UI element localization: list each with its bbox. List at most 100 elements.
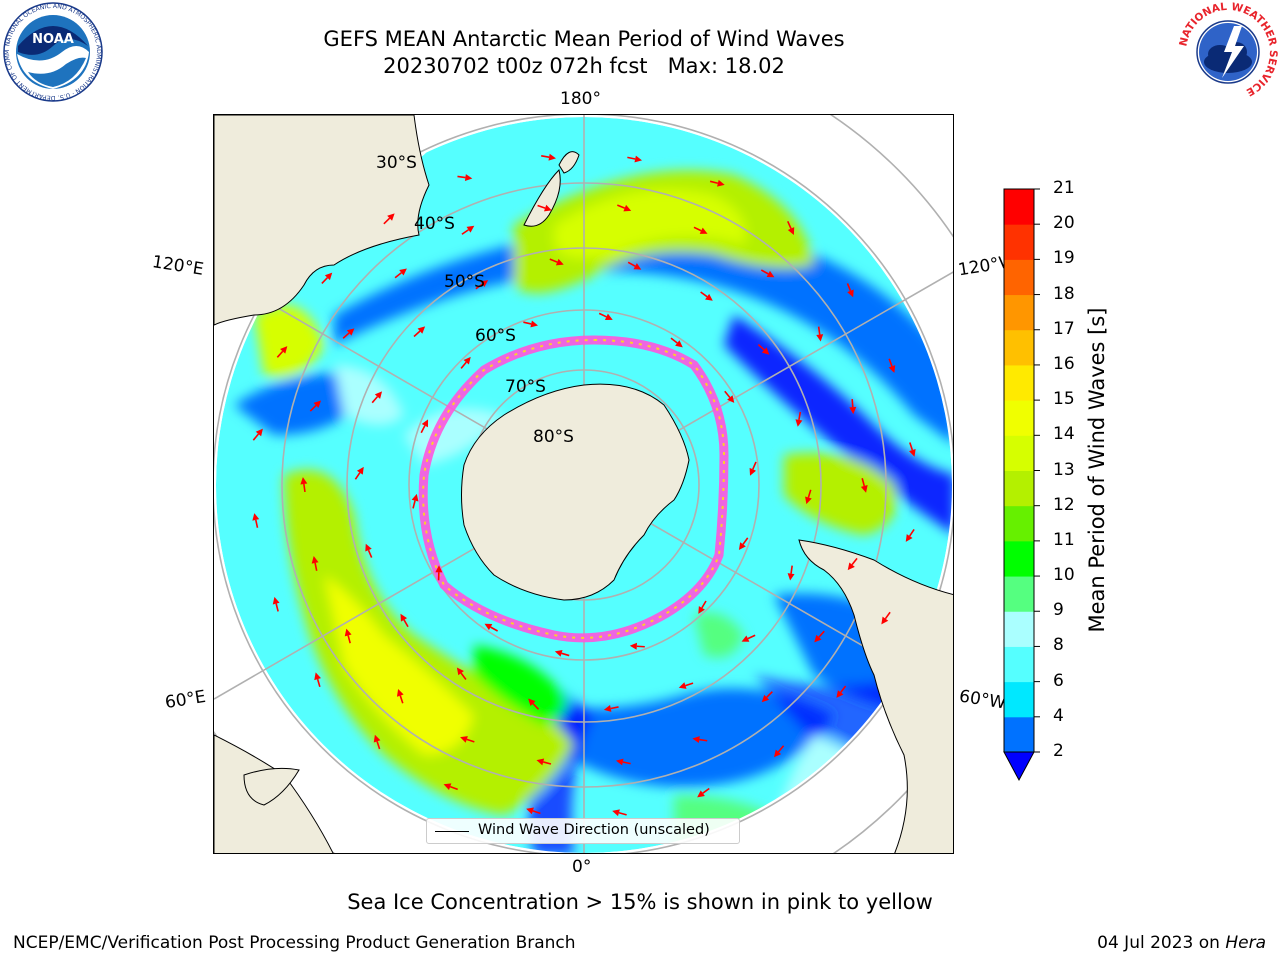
colorbar-tick-label: 11	[1053, 529, 1075, 550]
wave-arrow	[814, 630, 825, 643]
colorbar-segment	[1004, 329, 1034, 366]
wave-arrow	[365, 543, 373, 558]
noaa-logo-text: NOAA	[32, 32, 74, 47]
colorbar-segment	[1004, 470, 1034, 507]
wave-arrow	[627, 261, 642, 270]
colorbar-segments	[1003, 188, 1035, 782]
colorbar-segment	[1004, 646, 1034, 683]
colorbar-tick-label: 14	[1053, 424, 1075, 445]
colorbar-segment	[1004, 189, 1034, 225]
colorbar-tick-label: 21	[1053, 178, 1075, 198]
colorbar-tick-label: 16	[1053, 353, 1075, 374]
colorbar-ticks	[1034, 188, 1040, 753]
colorbar-segment	[1004, 611, 1034, 647]
wave-arrow	[523, 320, 539, 328]
wave-arrow	[757, 343, 770, 355]
lat-label-60s: 60°S	[475, 326, 516, 346]
sea-ice-note: Sea Ice Concentration > 15% is shown in …	[347, 890, 933, 914]
nws-logo: NATIONAL WEATHER SERVICE	[1178, 2, 1278, 100]
wave-arrow	[617, 204, 632, 212]
wave-arrow	[697, 787, 710, 798]
lat-label-40s: 40°S	[414, 214, 455, 234]
wave-arrow	[627, 155, 643, 163]
wave-arrow	[276, 346, 288, 358]
land	[214, 115, 953, 853]
wave-arrow	[411, 493, 419, 509]
noaa-logo: NATIONAL OCEANIC AND ATMOSPHERIC ADMINIS…	[2, 2, 103, 102]
wave-arrow	[612, 809, 627, 817]
wave-arrow	[420, 419, 429, 434]
wave-arrow	[847, 557, 858, 571]
colorbar-tick-label: 17	[1053, 318, 1075, 339]
wave-arrow	[670, 337, 683, 348]
wave-arrow	[252, 428, 263, 441]
wave-arrow	[908, 442, 916, 457]
wave-arrow	[598, 312, 613, 320]
wave-arrow	[541, 153, 556, 161]
wave-arrow	[849, 399, 857, 415]
map-legend: Wind Wave Direction (unscaled)	[426, 818, 740, 844]
colorbar-tick-label: 19	[1053, 248, 1075, 269]
wave-arrow	[383, 213, 395, 225]
wave-arrow	[272, 596, 280, 612]
wave-arrow	[400, 613, 409, 628]
sea-ice-edge	[418, 335, 729, 643]
colorbar	[1003, 188, 1040, 782]
lon-label-60e: 60°E	[163, 686, 208, 714]
wave-arrow	[693, 226, 708, 234]
lon-label-120e: 120°E	[150, 252, 205, 280]
wave-arrow	[761, 691, 773, 703]
lon-label-180: 180°	[560, 89, 601, 109]
wave-arrow	[354, 466, 364, 480]
wave-arrow	[692, 736, 708, 744]
wave-arrow	[724, 390, 735, 403]
footer-date-text: 04 Jul 2023 on	[1097, 933, 1226, 953]
wave-arrow	[252, 513, 260, 528]
wave-arrow	[475, 280, 489, 290]
colorbar-extend-min	[1003, 751, 1035, 782]
wave-arrow	[846, 283, 854, 298]
wave-arrow	[760, 269, 775, 278]
colorbar-segment	[1004, 364, 1034, 401]
colorbar-tick-label: 18	[1053, 283, 1075, 304]
wave-arrow	[741, 634, 756, 642]
wave-arrow	[816, 326, 824, 342]
wave-arrow	[528, 698, 540, 710]
title-line-2: 20230702 t00z 072h fcst Max: 18.02	[383, 54, 785, 78]
wave-arrow	[314, 672, 321, 688]
wave-arrow	[905, 528, 915, 542]
colorbar-segment	[1004, 400, 1034, 436]
wave-arrow	[321, 272, 333, 285]
wave-arrow	[615, 758, 631, 766]
legend-label: Wind Wave Direction (unscaled)	[478, 822, 710, 838]
wave-arrow	[456, 667, 467, 680]
wave-arrow	[860, 478, 868, 493]
colorbar-segment	[1004, 435, 1034, 471]
chart-title: GEFS MEAN Antarctic Mean Period of Wind …	[0, 26, 1168, 80]
wave-arrow	[484, 623, 499, 632]
wave-arrow	[881, 611, 891, 625]
wave-arrow	[700, 291, 713, 301]
wave-arrow	[738, 537, 749, 550]
wave-arrow	[435, 565, 443, 581]
wave-arrow	[709, 179, 725, 187]
lat-label-80s: 80°S	[533, 427, 574, 447]
wave-arrow	[344, 628, 352, 644]
wave-arrow	[371, 391, 383, 404]
wave-arrow	[554, 649, 570, 657]
wave-arrow	[805, 489, 812, 505]
colorbar-segment	[1004, 259, 1034, 296]
wave-arrow	[460, 736, 475, 743]
wave-arrow	[836, 685, 847, 698]
colorbar-segment	[1004, 681, 1034, 718]
colorbar-tick-label: 2	[1053, 741, 1064, 761]
wave-arrow	[773, 745, 785, 758]
wave-arrow	[888, 358, 896, 373]
colorbar-segment	[1004, 576, 1034, 612]
colorbar-tick-label: 6	[1053, 670, 1064, 691]
wave-direction-arrows	[252, 153, 916, 817]
wave-arrow	[342, 328, 355, 339]
wave-arrow	[460, 356, 471, 369]
latitude-labels: 30°S 40°S 50°S 60°S 70°S 80°S	[376, 153, 574, 447]
wave-arrow	[443, 783, 458, 791]
